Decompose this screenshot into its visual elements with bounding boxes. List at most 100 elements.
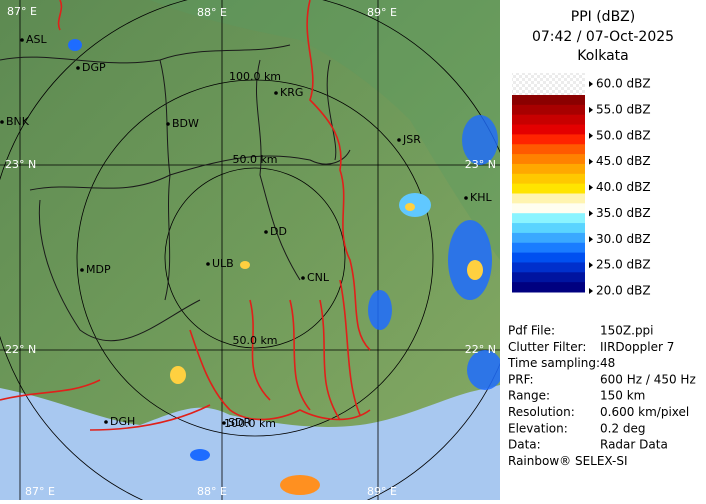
place-dot [76,66,80,70]
place-label: KHL [470,191,492,204]
info-footer: Rainbow® SELEX-SI [508,454,628,468]
info-value: 0.2 deg [600,421,646,435]
scale-top [512,73,585,95]
scale-label: 55.0 dBZ [596,102,651,116]
place-label: MDP [86,263,111,276]
scale-step [512,262,585,273]
graticule-labels: 87° E 88° E 89° E 87° E 88° E 89° E 23° … [5,5,496,498]
place-label: DGP [82,61,106,74]
graticule [0,0,500,500]
scale-label: 25.0 dBZ [596,258,651,272]
lat-label: 22° N [5,343,36,356]
place-dot [264,230,268,234]
panel-title: PPI (dBZ) [571,9,635,25]
range-label: 100.0 km [229,70,281,83]
place-dot [274,91,278,95]
lon-label: 88° E [197,485,227,498]
info-label: PRF: [508,372,534,386]
scale-step [512,124,585,135]
scale-step [512,144,585,155]
scale-arrow [589,288,593,294]
panel-time: 07:42 / 07-Oct-2025 [532,29,674,45]
info-value: 600 Hz / 450 Hz [600,372,696,386]
info-label: Time sampling:48 [507,356,615,370]
scale-step [512,114,585,126]
place-label: SDR [228,416,251,429]
place-dot [80,268,84,272]
place-label: KRG [280,86,303,99]
scale-label: 60.0 dBZ [596,77,651,91]
info-value: 150Z.ppi [600,324,654,338]
scale-arrow [589,132,593,139]
scale-arrow [589,262,593,269]
place-label: DD [270,225,287,238]
place-dot [301,276,305,280]
terrain [150,0,500,260]
place-dot [0,120,4,124]
scale-label: 20.0 dBZ [596,284,651,298]
range-labels: 100.0 km 50.0 km 50.0 km 100.0 km [224,70,281,430]
info-label: Clutter Filter: [508,340,586,354]
place-dot [104,420,108,424]
scale-step [512,163,585,175]
scale-arrow [589,210,593,217]
map: 100.0 km 50.0 km 50.0 km 100.0 km 87° E … [0,0,523,504]
scale-step [512,232,585,244]
lon-label: 87° E [25,485,55,498]
place-dot [464,196,468,200]
scale-arrow [589,184,593,191]
scale-step [512,242,585,254]
scale-step [512,223,585,234]
scale-label: 40.0 dBZ [596,180,651,194]
info-value: IIRDoppler 7 [600,340,674,354]
scale-step [512,282,585,293]
district-borders [0,44,351,342]
info-table: Pdf File: 150Z.ppi Clutter Filter: IIRDoppl… [507,324,696,468]
scale-step [512,213,585,224]
lat-label: 23° N [5,158,36,171]
borders-coast [0,0,371,431]
scale-arrow [589,236,593,243]
lat-label: 23° N [465,158,496,171]
scale-label: 35.0 dBZ [596,206,651,220]
range-label: 50.0 km [232,153,277,166]
scale-label: 45.0 dBZ [596,154,651,168]
place-label: BDW [172,117,199,130]
sea [0,385,500,500]
info-value: 0.600 km/pixel [600,405,689,419]
scale-step [512,272,585,283]
scale-arrow [589,81,593,87]
info-label: Range: [508,389,550,403]
place-label: BNK [6,115,30,128]
scale-step [512,104,585,116]
info-value: Radar Data [600,438,668,452]
scale-label: 30.0 dBZ [596,232,651,246]
echoes [68,39,503,495]
places: ASL DGP BNK BDW KRG JSR KHL MDP DD ULB CNL DGH SDR [0,33,492,429]
scale-step [512,134,585,145]
lon-label: 89° E [367,485,397,498]
place-label: ULB [212,257,234,270]
place-dot [166,122,170,126]
info-value: 150 km [600,389,645,403]
place-dot [20,38,24,42]
lon-label: 87° E [7,5,37,18]
side-panel: PPI (dBZ) 07:42 / 07-Oct-2025 Kolkata 60… [500,0,706,500]
panel-site: Kolkata [577,48,628,64]
info-label: Elevation: [508,421,568,435]
place-label: ASL [26,33,48,46]
lon-label: 89° E [367,6,397,19]
place-dot [206,262,210,266]
scale-step [512,183,585,194]
scale-step [512,95,585,106]
scale-step [512,252,585,263]
scale-step [512,154,585,165]
info-label: Resolution: [508,405,575,419]
scale-arrow [589,158,593,165]
lon-label: 88° E [197,6,227,19]
scale-step [512,203,585,214]
scale-step [512,173,585,185]
info-label: Data: [508,438,541,452]
place-label: CNL [307,271,330,284]
